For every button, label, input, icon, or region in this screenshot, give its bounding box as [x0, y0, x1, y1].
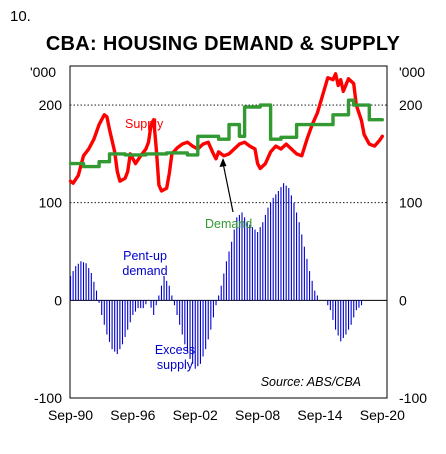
right-unit-label: '000 — [399, 64, 426, 80]
excess-annotation-line2: supply — [157, 358, 194, 372]
x-tick-label: Sep-02 — [173, 407, 218, 423]
y-tick-label-right: 100 — [399, 195, 423, 211]
demand-annotation: Demand — [205, 217, 252, 231]
x-tick-label: Sep-14 — [297, 407, 342, 423]
x-tick-label: Sep-90 — [48, 407, 93, 423]
x-tick-label: Sep-96 — [110, 407, 155, 423]
y-tick-label-right: 0 — [399, 292, 407, 308]
figure-number: 10. — [10, 8, 31, 25]
y-tick-label-left: 200 — [39, 97, 63, 113]
supply-annotation: Supply — [125, 117, 164, 131]
y-tick-label-right: -100 — [399, 390, 427, 406]
demand-pointer-arrowhead — [219, 158, 227, 167]
y-tick-label-left: 100 — [39, 195, 63, 211]
source-note: Source: ABS/CBA — [261, 375, 361, 389]
plot-frame — [69, 65, 388, 399]
x-tick-label: Sep-20 — [360, 407, 405, 423]
pentup-annotation-line1: Pent-up — [123, 249, 167, 263]
chart-title: CBA: HOUSING DEMAND & SUPPLY — [45, 33, 401, 55]
y-tick-label-right: 200 — [399, 97, 423, 113]
x-tick-label: Sep-08 — [235, 407, 280, 423]
demand-series-line — [68, 98, 384, 169]
demand-pointer-line — [222, 162, 234, 213]
excess-annotation-line1: Excess — [155, 343, 195, 357]
supply-series-line — [68, 72, 384, 193]
y-tick-label-left: -100 — [34, 390, 62, 406]
left-unit-label: '000 — [30, 64, 57, 80]
pentup-annotation-line2: demand — [122, 264, 167, 278]
y-tick-label-left: 0 — [54, 292, 62, 308]
